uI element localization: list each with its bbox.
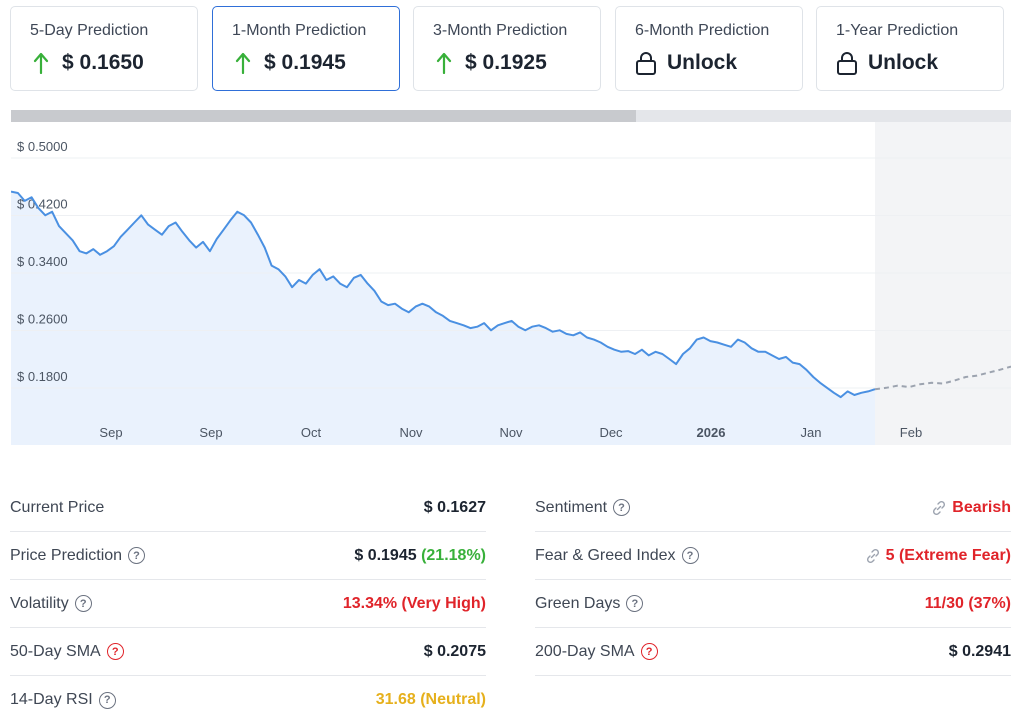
stat-label: 14-Day RSI [10, 691, 93, 708]
price-chart-svg: $ 0.5000 $ 0.4200 $ 0.3400 $ 0.2600 $ 0.1800… [11, 122, 1011, 445]
stat-label: Sentiment [535, 498, 608, 516]
card-3-month[interactable]: 3-Month Prediction $ 0.1925 [413, 6, 601, 91]
prediction-cards: 5-Day Prediction $ 0.1650 1-Month Predic… [10, 6, 1005, 92]
card-value: Unlock [868, 51, 939, 74]
card-6-month[interactable]: 6-Month Prediction Unlock [615, 6, 803, 91]
x-tick-label: Nov [499, 425, 523, 440]
stat-value: $ 0.1945 [354, 546, 417, 564]
x-tick-label: Nov [399, 425, 423, 440]
forecast-region [875, 122, 1011, 445]
lock-icon [635, 51, 657, 75]
card-title: 5-Day Prediction [30, 22, 149, 39]
stat-value: 5 (Extreme Fear) [885, 546, 1011, 564]
y-tick-label: $ 0.4200 [17, 197, 68, 212]
card-value: $ 0.1945 [264, 51, 346, 74]
x-tick-label: Sep [99, 425, 122, 440]
stat-value: $ 0.1627 [423, 498, 486, 516]
card-title: 1-Year Prediction [836, 22, 959, 39]
up-arrow-icon [433, 51, 455, 75]
help-icon[interactable]: ? [106, 643, 124, 660]
stat-value: $ 0.2941 [948, 642, 1011, 660]
stat-price-prediction: Price Prediction? $ 0.1945 (21.18%) [10, 532, 486, 580]
lock-icon [836, 51, 858, 75]
y-tick-label: $ 0.1800 [17, 369, 68, 384]
card-value: Unlock [667, 51, 738, 74]
stats-left-column: Current Price $ 0.1627 Price Prediction?… [10, 484, 486, 717]
card-value: $ 0.1925 [465, 51, 547, 74]
stat-label: Current Price [10, 498, 105, 516]
stat-value: 13.34% (Very High) [342, 594, 486, 612]
help-icon[interactable]: ? [74, 595, 92, 612]
stat-green-days: Green Days? 11/30 (37%) [535, 580, 1011, 628]
stat-value: 11/30 (37%) [924, 594, 1011, 612]
stat-change: (21.18%) [421, 546, 486, 564]
x-tick-label: Feb [900, 425, 922, 440]
stat-50-day-sma: 50-Day SMA? $ 0.2075 [10, 628, 486, 676]
up-arrow-icon [232, 51, 254, 75]
stat-label: 50-Day SMA [10, 642, 101, 660]
help-icon[interactable]: ? [640, 643, 658, 660]
help-icon[interactable]: ? [626, 595, 644, 612]
x-tick-label: 2026 [697, 425, 726, 440]
x-tick-label: Oct [301, 425, 322, 440]
card-title: 3-Month Prediction [433, 22, 568, 39]
card-title: 1-Month Prediction [232, 22, 367, 39]
stat-sentiment: Sentiment? Bearish [535, 484, 1011, 532]
stats-right-column: Sentiment? Bearish Fear & Greed Index? 5… [535, 484, 1011, 676]
range-selection[interactable] [11, 110, 636, 122]
help-icon[interactable]: ? [613, 499, 631, 516]
help-icon[interactable]: ? [681, 547, 699, 564]
x-tick-label: Sep [199, 425, 222, 440]
forecast-line [874, 365, 1011, 391]
card-value: $ 0.1650 [62, 51, 144, 74]
stat-label: Green Days [535, 594, 621, 612]
help-icon[interactable]: ? [98, 691, 116, 709]
price-chart[interactable]: $ 0.5000 $ 0.4200 $ 0.3400 $ 0.2600 $ 0.1800… [11, 122, 1011, 445]
stat-label: Volatility [10, 594, 69, 612]
stat-label: Fear & Greed Index [535, 546, 676, 564]
y-tick-label: $ 0.5000 [17, 139, 68, 154]
card-title: 6-Month Prediction [635, 22, 770, 39]
history-area [11, 191, 875, 445]
stat-value: $ 0.2075 [423, 642, 486, 660]
stat-14-day-rsi: 14-Day RSI? 31.68 (Neutral) [10, 676, 486, 717]
link-icon[interactable] [930, 499, 948, 517]
y-tick-label: $ 0.2600 [17, 312, 68, 327]
stat-value: Bearish [952, 498, 1011, 516]
stat-label: Price Prediction [10, 546, 123, 564]
chart-range-navigator[interactable] [11, 110, 1011, 122]
help-icon[interactable]: ? [128, 547, 146, 564]
stat-value: 31.68 (Neutral) [375, 691, 486, 708]
stat-fear-greed-index: Fear & Greed Index? 5 (Extreme Fear) [535, 532, 1011, 580]
y-tick-label: $ 0.3400 [17, 254, 68, 269]
stat-volatility: Volatility? 13.34% (Very High) [10, 580, 486, 628]
price-line [11, 190, 876, 399]
card-1-month[interactable]: 1-Month Prediction $ 0.1945 [212, 6, 400, 91]
stat-current-price: Current Price $ 0.1627 [10, 484, 486, 532]
x-tick-label: Jan [801, 425, 822, 440]
stat-200-day-sma: 200-Day SMA? $ 0.2941 [535, 628, 1011, 676]
up-arrow-icon [30, 51, 52, 75]
stat-label: 200-Day SMA [535, 642, 635, 660]
x-tick-label: Dec [599, 425, 623, 440]
card-5-day[interactable]: 5-Day Prediction $ 0.1650 [10, 6, 198, 91]
link-icon[interactable] [864, 547, 882, 565]
card-1-year[interactable]: 1-Year Prediction Unlock [816, 6, 1004, 91]
